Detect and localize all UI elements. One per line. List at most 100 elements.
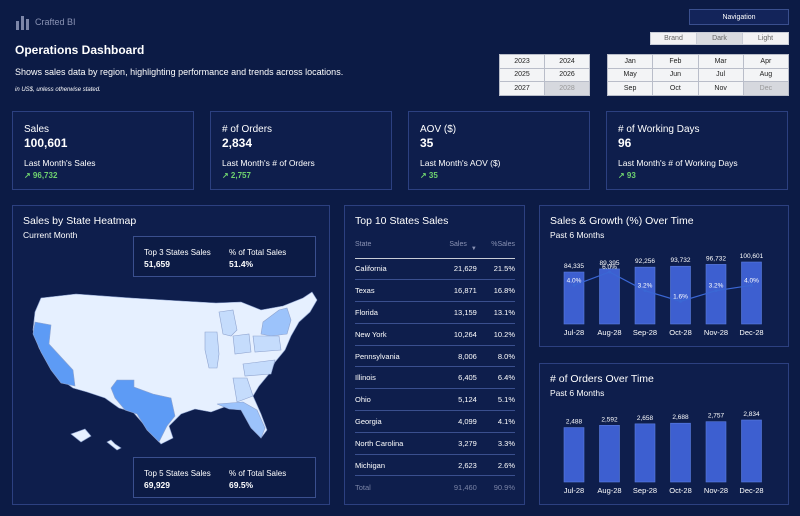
state-alaska[interactable]	[70, 428, 92, 443]
table-row[interactable]: Ohio 5,124 5.1%	[355, 388, 515, 412]
month-option[interactable]: May	[608, 68, 653, 82]
chart-bar[interactable]	[599, 424, 620, 483]
state-cell: Illinois	[355, 366, 433, 390]
sales-cell: 4,099	[432, 410, 477, 433]
state-pennsylvania[interactable]	[252, 335, 282, 353]
theme-dark-button[interactable]: Dark	[697, 33, 743, 44]
state-texas[interactable]	[110, 379, 176, 443]
chart-bar[interactable]	[599, 268, 620, 325]
orders-title: # of Orders Over Time	[550, 373, 654, 385]
brand-logo: Crafted BI	[15, 12, 95, 32]
bar-value-label: 84,335	[564, 263, 584, 270]
sales-cell: 10,264	[432, 323, 477, 346]
chart-bar[interactable]	[670, 265, 691, 325]
month-option[interactable]: Nov	[698, 82, 743, 95]
chart-bar[interactable]	[634, 266, 656, 325]
year-option[interactable]: 2026	[545, 68, 589, 82]
top-states-panel: Top 10 States Sales State Sales▼ %Sales …	[344, 205, 525, 505]
state-georgia[interactable]	[232, 377, 254, 403]
kpi-value: 96	[618, 136, 632, 150]
orders-chart[interactable]: 2,488 Jul-28 2,592 Aug-28 2,658 Sep-28 2,688 Oc…	[540, 404, 790, 504]
total-label-cell: Total	[355, 482, 371, 492]
top5-summary: Top 5 States Sales 69,929 % of Total Sal…	[133, 457, 316, 498]
table-row[interactable]: North Carolina 3,279 3.3%	[355, 432, 515, 455]
x-axis-tick-label: Dec-28	[739, 328, 763, 337]
kpi-label: Sales	[24, 124, 50, 135]
heatmap-title: Sales by State Heatmap	[23, 215, 137, 227]
chart-bar[interactable]	[634, 423, 656, 483]
kpi-value: 2,834	[222, 136, 253, 150]
table-row[interactable]: Michigan 2,623 2.6%	[355, 454, 515, 477]
chart-bar[interactable]	[741, 261, 762, 325]
column-header-pct-sales[interactable]: %Sales	[476, 232, 515, 259]
bar-value-label: 2,658	[637, 415, 654, 422]
theme-light-button[interactable]: Light	[743, 33, 788, 44]
top3-label: Top 3 States Sales	[144, 248, 211, 257]
year-option[interactable]: 2023	[500, 55, 544, 68]
state-cell: Ohio	[355, 388, 433, 412]
chart-bar[interactable]	[705, 264, 727, 325]
table-row[interactable]: Pennsylvania 8,006 8.0%	[355, 345, 515, 368]
table-row[interactable]: Florida 13,159 13.1%	[355, 301, 515, 324]
table-row[interactable]: Illinois 6,405 6.4%	[355, 366, 515, 390]
x-axis-tick-label: Oct-28	[669, 328, 692, 337]
chart-bar[interactable]	[705, 421, 727, 483]
table-row[interactable]: New York 10,264 10.2%	[355, 323, 515, 346]
heatmap-panel: Sales by State Heatmap Current Month Top…	[12, 205, 330, 505]
kpi-prev-label: Last Month's # of Orders	[222, 158, 315, 168]
state-north-carolina[interactable]	[242, 359, 276, 377]
pct-cell: 5.1%	[476, 388, 515, 412]
heatmap-subtitle: Current Month	[23, 230, 78, 240]
month-option[interactable]: Apr	[743, 55, 788, 68]
state-new-york[interactable]	[260, 307, 292, 337]
theme-brand-button[interactable]: Brand	[651, 33, 697, 44]
state-california[interactable]	[32, 321, 76, 387]
growth-label: 6.0%	[602, 264, 617, 271]
table-row[interactable]: California 21,629 21.5%	[355, 258, 515, 281]
sales-growth-chart[interactable]: 84,335 Jul-28 89,395 Aug-28 92,256 Sep-28 93,7…	[540, 246, 790, 346]
year-option-selected[interactable]: 2028	[545, 82, 589, 95]
month-option-selected[interactable]: Dec	[743, 82, 788, 95]
kpi-prev-value: ↗ 96,732	[24, 171, 58, 180]
sales-cell: 6,405	[432, 366, 477, 390]
growth-point	[643, 289, 647, 293]
table-row[interactable]: Texas 16,871 16.8%	[355, 279, 515, 303]
chart-bar[interactable]	[741, 419, 762, 483]
kpi-value: 35	[420, 136, 434, 150]
table-row[interactable]: Georgia 4,099 4.1%	[355, 410, 515, 433]
bar-value-label: 2,488	[566, 419, 583, 426]
navigation-button[interactable]: Navigation	[689, 9, 789, 25]
kpi-label: AOV ($)	[420, 124, 457, 135]
column-header-sales[interactable]: Sales▼	[432, 232, 477, 259]
month-option[interactable]: Feb	[653, 55, 698, 68]
state-ohio[interactable]	[232, 333, 252, 355]
kpi-prev-value: ↗ 35	[420, 171, 438, 180]
year-option[interactable]: 2025	[500, 68, 544, 82]
state-cell: New York	[355, 323, 433, 346]
pct-cell: 10.2%	[476, 323, 515, 346]
month-option[interactable]: Aug	[743, 68, 788, 82]
total-pct-cell: 90.9%	[493, 482, 515, 492]
chart-bar[interactable]	[563, 427, 585, 483]
state-illinois[interactable]	[204, 331, 220, 369]
month-option[interactable]: Mar	[698, 55, 743, 68]
month-option[interactable]: Sep	[608, 82, 653, 95]
month-option[interactable]: Oct	[653, 82, 698, 95]
chart-bar[interactable]	[563, 271, 585, 325]
month-option[interactable]: Jun	[653, 68, 698, 82]
month-option[interactable]: Jan	[608, 55, 653, 68]
state-michigan[interactable]	[218, 309, 238, 337]
growth-point	[679, 299, 682, 303]
chart-bar[interactable]	[670, 422, 691, 483]
us-state-map[interactable]	[21, 284, 321, 456]
table-total-row: Total 91,460 90.9%	[355, 476, 515, 498]
column-header-state[interactable]: State	[355, 232, 433, 259]
year-option[interactable]: 2027	[500, 82, 544, 95]
month-option[interactable]: Jul	[698, 68, 743, 82]
year-option[interactable]: 2024	[545, 55, 589, 68]
bar-value-label: 93,732	[671, 257, 691, 264]
state-florida[interactable]	[216, 401, 266, 439]
x-axis-tick-label: Oct-28	[669, 486, 692, 495]
top3-value: 51,659	[144, 259, 170, 269]
state-hawaii[interactable]	[106, 439, 122, 451]
